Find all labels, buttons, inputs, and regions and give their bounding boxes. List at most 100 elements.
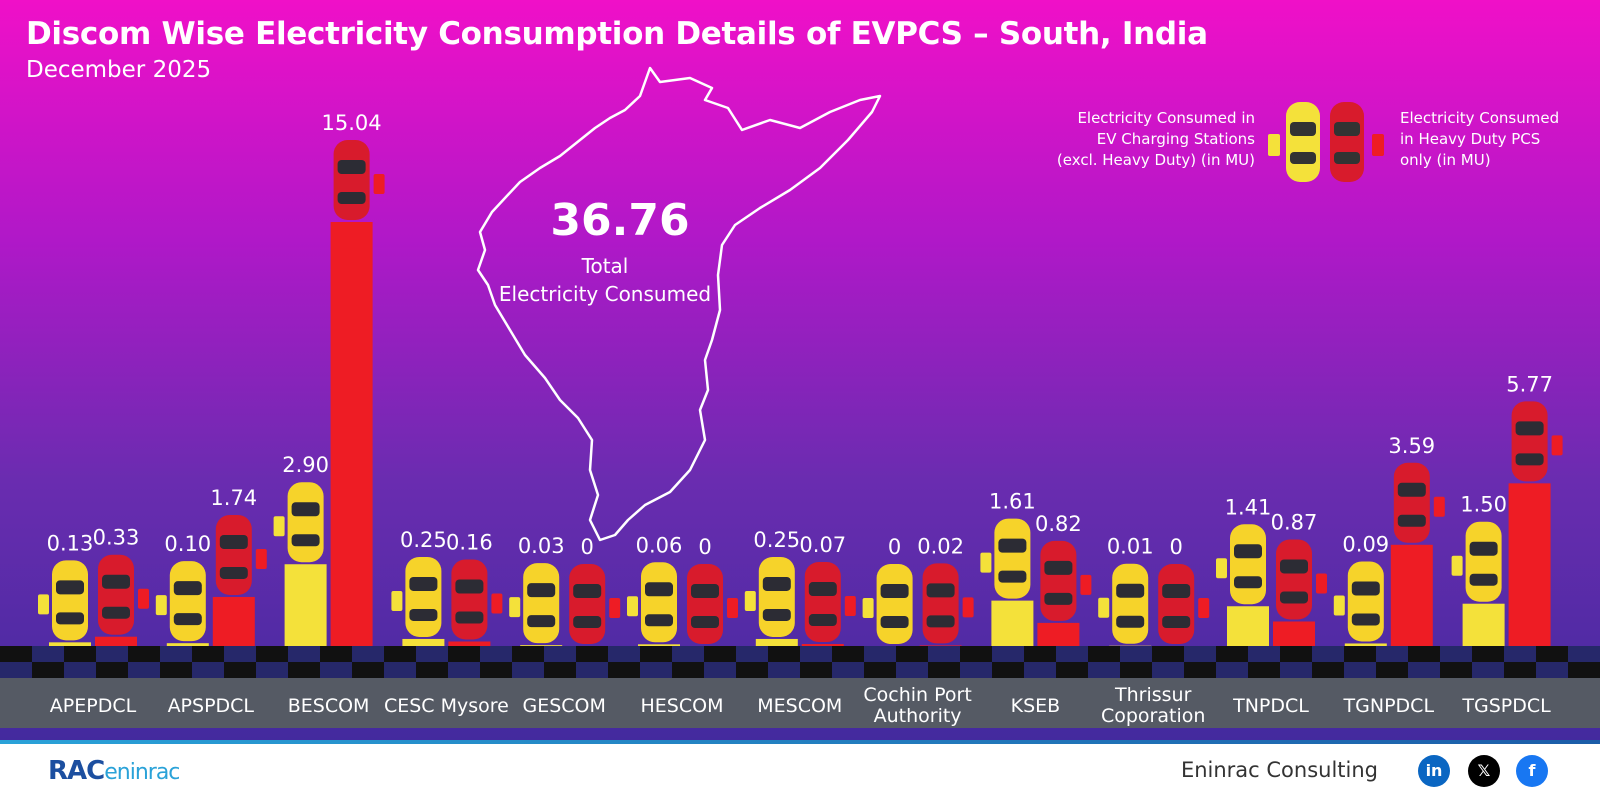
charger-icon	[1372, 134, 1384, 156]
category-label: GESCOM	[522, 695, 605, 717]
data-label-heavy: 0	[698, 535, 711, 559]
checker-tile	[896, 662, 928, 678]
checker-tile	[992, 646, 1024, 662]
checker-tile	[352, 646, 384, 662]
legend-heavy: Electricity Consumed in Heavy Duty PCS o…	[1400, 109, 1560, 169]
charger-icon	[155, 595, 167, 616]
charger-icon	[391, 590, 403, 611]
charger-icon	[862, 598, 874, 618]
facebook-icon[interactable]: f	[1516, 755, 1548, 787]
checker-tile	[1440, 646, 1472, 662]
data-label-ev: 0.09	[1342, 532, 1389, 556]
checker-tile	[800, 646, 832, 662]
checker-tile	[576, 646, 608, 662]
category-label: KSEB	[1011, 695, 1061, 717]
data-label-heavy: 15.04	[322, 111, 382, 135]
checker-tile	[704, 646, 736, 662]
checker-tile	[64, 646, 96, 662]
checker-tile	[1312, 646, 1344, 662]
checker-tile	[1248, 646, 1280, 662]
category-label: Cochin Port Authority	[863, 684, 971, 727]
checker-tile	[1312, 662, 1344, 678]
category-label: APEPDCL	[50, 695, 137, 717]
checker-tile	[1408, 646, 1440, 662]
checker-tile	[928, 662, 960, 678]
checker-tile	[0, 662, 32, 678]
checker-tile	[1056, 646, 1088, 662]
checker-tile	[1280, 662, 1312, 678]
checker-tile	[736, 662, 768, 678]
legend-car-icons	[1268, 102, 1384, 182]
checkered-ground	[0, 646, 1600, 678]
heavy-car-icon	[804, 562, 856, 643]
checker-tile	[1152, 646, 1184, 662]
linkedin-icon[interactable]: in	[1418, 755, 1450, 787]
x-icon[interactable]: 𝕏	[1468, 755, 1500, 787]
ev-car-icon	[1098, 563, 1149, 644]
checker-tile	[64, 662, 96, 678]
category-label: CESC Mysore	[384, 695, 509, 717]
heavy-car-icon	[1276, 539, 1327, 620]
charger-icon	[1216, 558, 1227, 579]
charger-icon	[1268, 134, 1280, 156]
heavy-car-icon	[1511, 401, 1563, 482]
charger-icon	[255, 548, 267, 569]
charger-icon	[1433, 496, 1445, 517]
ev-car-icon	[980, 518, 1031, 599]
checker-tile	[288, 646, 320, 662]
bar-ev	[638, 644, 680, 646]
checker-tile	[1120, 662, 1152, 678]
heavy-car-icon	[333, 140, 385, 220]
checker-tile	[96, 646, 128, 662]
category-label: TGSPDCL	[1461, 695, 1551, 717]
heavy-car-icon	[687, 564, 738, 644]
bar-heavy	[1508, 483, 1551, 646]
charger-icon	[373, 174, 385, 194]
checker-tile	[1088, 662, 1120, 678]
checker-tile	[224, 646, 256, 662]
data-label-heavy: 0	[581, 535, 594, 559]
checker-tile	[160, 662, 192, 678]
heavy-car-icon	[98, 554, 149, 635]
checker-tile	[1216, 662, 1248, 678]
bar-heavy	[330, 222, 373, 646]
checker-tile	[384, 662, 416, 678]
heavy-car-icon	[922, 563, 974, 644]
checker-tile	[544, 646, 576, 662]
category-label: BESCOM	[288, 695, 370, 717]
data-label-heavy: 5.77	[1506, 372, 1553, 396]
checker-tile	[320, 646, 352, 662]
ev-car-icon	[744, 556, 795, 637]
heavy-car-icon	[451, 559, 503, 640]
category-ground	[0, 678, 1600, 728]
charger-icon	[609, 598, 621, 618]
checker-tile	[1536, 646, 1568, 662]
bar-ev	[1462, 603, 1505, 646]
charger-icon	[1551, 435, 1563, 456]
eninrac-logo: RACeninrac	[48, 756, 180, 786]
data-label-ev: 1.50	[1460, 493, 1507, 517]
total-value: 36.76	[550, 195, 690, 246]
data-label-ev: 0.06	[636, 533, 683, 557]
charger-icon	[1316, 573, 1327, 594]
checker-tile	[544, 662, 576, 678]
charger-icon	[727, 598, 738, 618]
checker-tile	[1504, 662, 1536, 678]
ev-car-icon	[627, 562, 677, 643]
checker-tile	[1376, 662, 1408, 678]
checker-tile	[960, 646, 992, 662]
bar-heavy	[448, 641, 491, 646]
checker-tile	[832, 662, 864, 678]
category-label: Thrissur Coporation	[1101, 684, 1205, 727]
checker-tile	[1472, 662, 1504, 678]
chart-subtitle: December 2025	[26, 57, 212, 83]
heavy-car-icon	[1330, 102, 1364, 182]
heavy-car-icon	[1040, 540, 1092, 621]
checker-tile	[960, 662, 992, 678]
checker-tile	[672, 662, 704, 678]
bar-heavy	[919, 645, 962, 646]
checker-tile	[1376, 646, 1408, 662]
checker-tile	[576, 662, 608, 678]
checker-tile	[160, 646, 192, 662]
bar-ev	[49, 642, 91, 646]
